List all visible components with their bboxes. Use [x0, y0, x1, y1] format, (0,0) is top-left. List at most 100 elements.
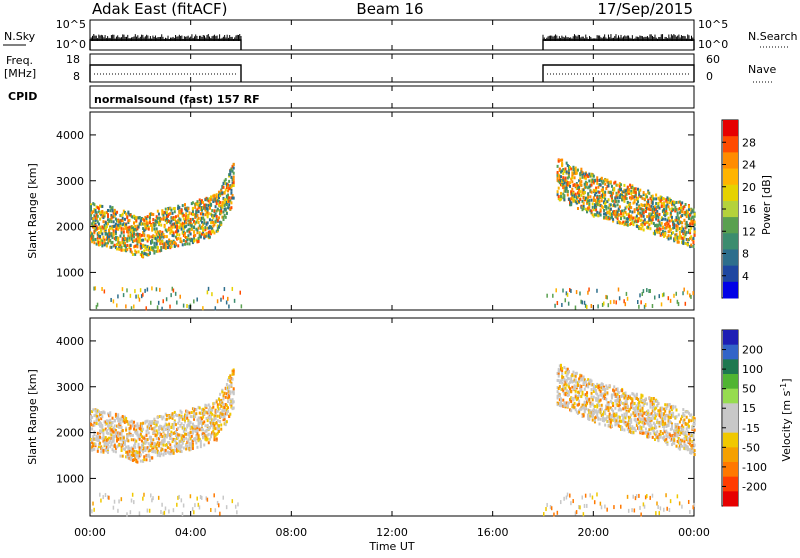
echo-cell: [90, 419, 92, 422]
echo-cell: [144, 238, 146, 241]
echo-cell: [116, 211, 118, 214]
echo-cell: [635, 429, 637, 432]
echo-cell: [148, 228, 150, 231]
echo-cell: [598, 200, 600, 203]
echo-cell: [99, 218, 101, 221]
echo-cell: [228, 396, 230, 399]
ground-scatter-cell: [149, 509, 151, 513]
echo-cell: [165, 208, 167, 211]
echo-cell: [107, 215, 109, 218]
echo-cell: [629, 210, 631, 213]
echo-cell: [224, 406, 226, 409]
echo-cell: [566, 384, 568, 387]
ground-scatter-cell: [117, 294, 119, 298]
ground-scatter-cell: [223, 496, 225, 500]
echo-cell: [151, 229, 153, 232]
echo-cell: [93, 448, 95, 451]
echo-cell: [106, 244, 108, 247]
echo-cell: [661, 222, 663, 225]
echo-cell: [122, 429, 124, 432]
echo-cell: [649, 421, 651, 424]
echo-cell: [226, 420, 228, 423]
echo-cell: [174, 210, 176, 213]
echo-cell: [121, 227, 123, 230]
echo-cell: [617, 217, 619, 220]
echo-cell: [685, 431, 687, 434]
echo-cell: [233, 184, 235, 187]
echo-cell: [91, 416, 93, 419]
echo-cell: [96, 422, 98, 425]
echo-cell: [219, 420, 221, 423]
echo-cell: [679, 420, 681, 423]
echo-cell: [90, 423, 92, 426]
echo-cell: [601, 404, 603, 407]
echo-cell: [189, 242, 191, 245]
echo-cell: [664, 417, 666, 420]
echo-cell: [173, 231, 175, 234]
ground-scatter-cell: [659, 294, 661, 298]
echo-cell: [652, 195, 654, 198]
echo-cell: [671, 427, 673, 430]
echo-cell: [637, 197, 639, 200]
echo-cell: [215, 417, 217, 420]
echo-cell: [645, 210, 647, 213]
echo-cell: [93, 424, 95, 427]
echo-cell: [161, 435, 163, 438]
echo-cell: [600, 213, 602, 216]
echo-cell: [558, 160, 560, 163]
echo-cell: [151, 442, 153, 445]
echo-cell: [110, 220, 112, 223]
ground-scatter-cell: [639, 293, 641, 297]
echo-cell: [682, 408, 684, 411]
echo-cell: [618, 200, 620, 203]
echo-cell: [570, 203, 572, 206]
echo-cell: [125, 417, 127, 420]
echo-cell: [189, 411, 191, 414]
echo-cell: [621, 414, 623, 417]
ground-scatter-cell: [134, 289, 136, 293]
echo-cell: [688, 208, 690, 211]
echo-cell: [694, 230, 696, 233]
echo-cell: [198, 210, 200, 213]
echo-cell: [199, 406, 201, 409]
ground-scatter-cell: [637, 300, 639, 304]
echo-cell: [600, 399, 602, 402]
echo-cell: [592, 419, 594, 422]
echo-cell: [635, 187, 637, 190]
ground-scatter-cell: [219, 512, 221, 516]
echo-cell: [627, 405, 629, 408]
ground-scatter-cell: [683, 288, 685, 292]
y-tick-label: 4000: [56, 129, 84, 142]
echo-cell: [181, 411, 183, 414]
ground-scatter-cell: [224, 287, 226, 291]
echo-cell: [101, 210, 103, 213]
echo-cell: [643, 432, 645, 435]
nsearch-tick-top: 10^5: [698, 18, 728, 31]
echo-cell: [186, 242, 188, 245]
echo-cell: [609, 384, 611, 387]
echo-cell: [561, 372, 563, 375]
ground-scatter-cell: [646, 494, 648, 498]
echo-cell: [665, 414, 667, 417]
echo-cell: [591, 184, 593, 187]
echo-cell: [160, 249, 162, 252]
echo-cell: [655, 194, 657, 197]
echo-cell: [608, 184, 610, 187]
echo-cell: [212, 406, 214, 409]
echo-cell: [220, 423, 222, 426]
echo-cell: [229, 413, 231, 416]
echo-cell: [152, 218, 154, 221]
echo-cell: [196, 214, 198, 217]
echo-cell: [637, 188, 639, 191]
echo-cell: [640, 219, 642, 222]
ground-scatter-cell: [173, 289, 175, 293]
echo-cell: [233, 372, 235, 375]
echo-cell: [587, 196, 589, 199]
echo-cell: [232, 378, 234, 381]
echo-cell: [184, 243, 186, 246]
echo-cell: [608, 407, 610, 410]
echo-cell: [233, 407, 235, 410]
ground-scatter-cell: [226, 300, 228, 304]
echo-cell: [636, 215, 638, 218]
ground-scatter-cell: [576, 510, 578, 514]
